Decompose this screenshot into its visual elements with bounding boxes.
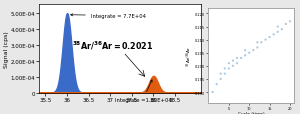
Point (243, 50, 248, 52)
Point (243, 55, 248, 57)
X-axis label: Cycle (time): Cycle (time) (238, 111, 265, 114)
Point (218, 73, 223, 75)
Point (275, 32, 280, 33)
Point (255, 47, 260, 49)
Point (267, 37, 272, 39)
Point (210, 91, 215, 93)
Point (259, 42, 264, 44)
Point (235, 58, 239, 59)
Point (284, 24, 288, 26)
Point (251, 50, 256, 52)
Point (222, 68, 227, 70)
Point (255, 42, 260, 44)
Point (230, 65, 235, 67)
Text: Integrate =1.60E+04: Integrate =1.60E+04 (115, 80, 171, 102)
Point (239, 58, 244, 59)
Point (247, 52, 252, 54)
Point (263, 39, 268, 41)
Point (230, 60, 235, 62)
Point (214, 84, 219, 85)
Point (218, 78, 223, 80)
Y-axis label: $^{38}$Ar/$^{36}$Ar: $^{38}$Ar/$^{36}$Ar (184, 45, 194, 66)
Point (271, 34, 276, 36)
Point (275, 26, 280, 28)
Point (279, 29, 284, 31)
Point (235, 63, 239, 65)
Text: Integrate = 7.7E+04: Integrate = 7.7E+04 (70, 14, 146, 19)
Point (287, 21, 292, 23)
Point (226, 63, 231, 65)
Text: $\mathbf{^{38}Ar/^{36}Ar = 0.2021}$: $\mathbf{^{38}Ar/^{36}Ar = 0.2021}$ (72, 39, 153, 52)
Point (226, 68, 231, 70)
Y-axis label: Signal (cps): Signal (cps) (4, 31, 9, 67)
Point (222, 73, 227, 75)
